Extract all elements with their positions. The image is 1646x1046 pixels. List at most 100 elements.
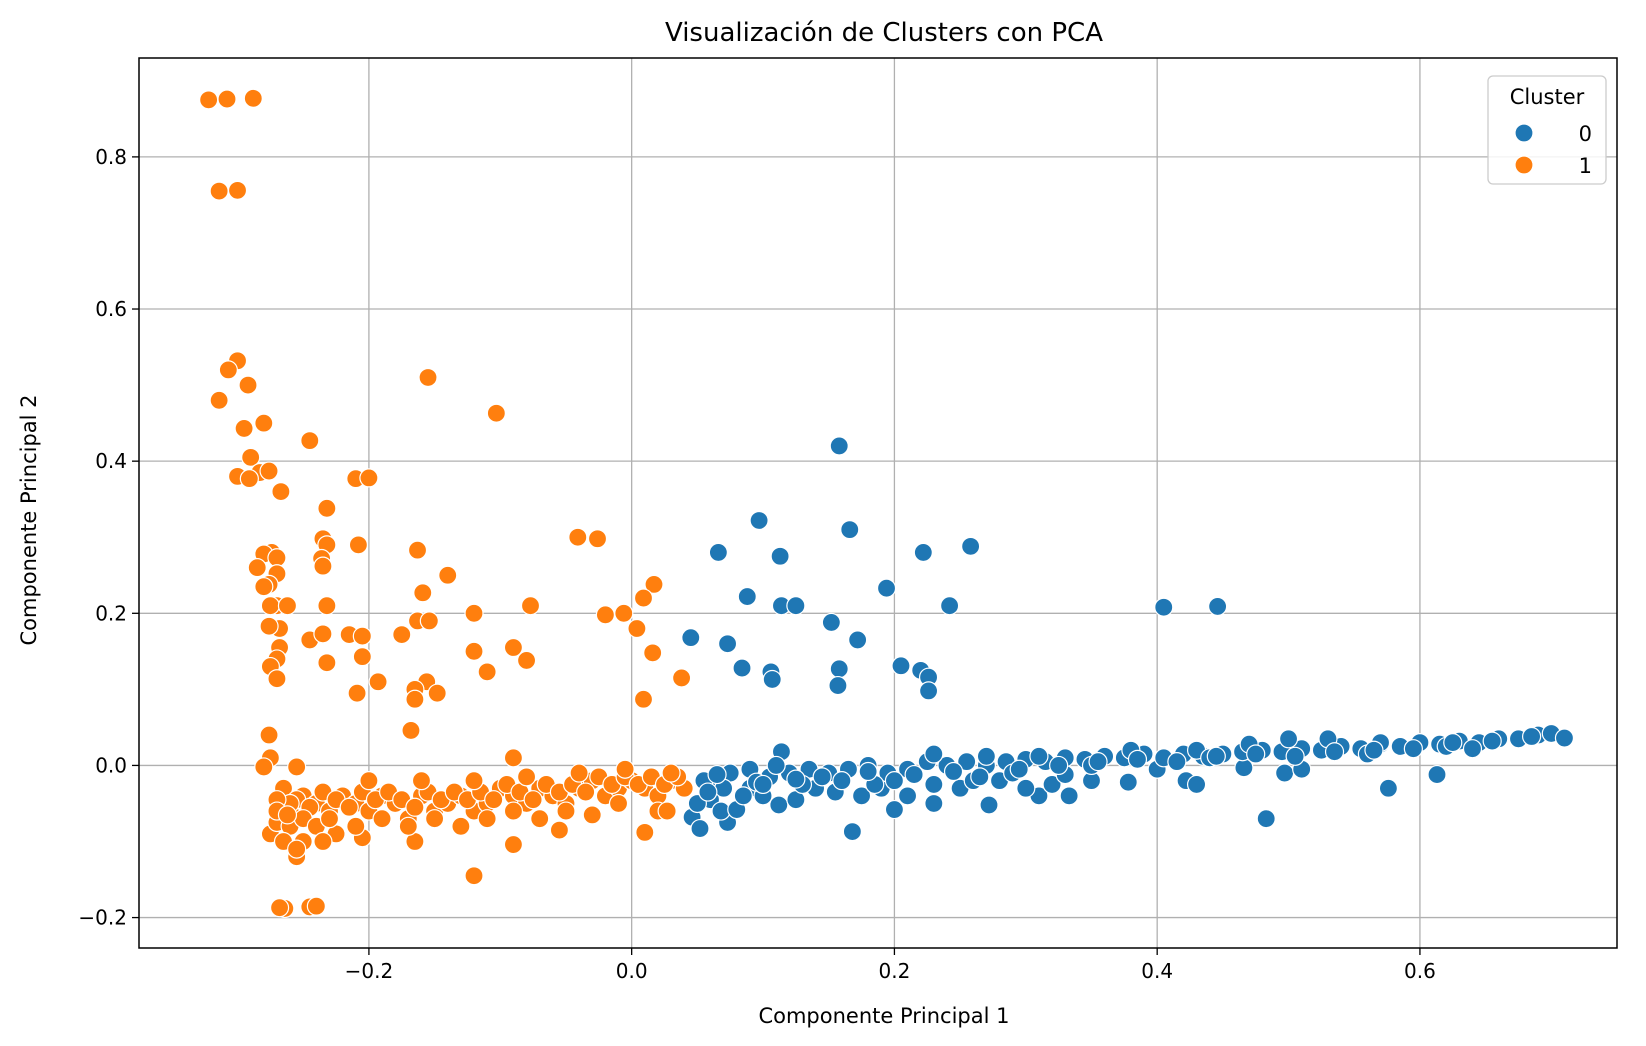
y-tick-label: 0.2 [95,601,127,625]
data-point [633,689,654,709]
data-point [503,834,524,855]
series-0 [681,436,1575,842]
data-point [924,744,944,764]
data-point [464,641,484,661]
x-axis-label: Componente Principal 1 [758,1004,1009,1028]
data-point [848,630,868,650]
data-point [576,782,596,802]
data-point [352,626,372,646]
data-point [829,659,849,679]
data-point [918,681,939,701]
data-point [287,839,307,859]
data-point [427,683,447,703]
data-point [556,801,576,821]
data-point [661,763,681,783]
data-point [260,596,280,616]
data-point [411,771,432,791]
data-point [627,618,647,639]
data-point [438,565,458,585]
data-point [300,431,320,451]
data-point [976,746,996,766]
data-point [346,816,366,836]
data-point [1378,778,1399,798]
data-point [733,786,753,806]
data-point [961,536,981,556]
data-point [644,574,664,594]
data-point [317,653,337,673]
data-point [698,782,718,802]
legend-label: 0 [1579,122,1592,146]
data-point [267,669,287,689]
data-point [1049,755,1069,776]
data-point [484,790,504,810]
y-axis-ticks: −0.2 0.0 0.2 0.4 0.6 0.8 [78,145,139,930]
data-point [1522,726,1542,747]
data-point [595,605,615,625]
data-point [924,774,944,795]
data-point [549,820,570,840]
data-point [1167,752,1187,772]
data-point [970,767,990,787]
legend-title: Cluster [1510,85,1585,109]
data-point [254,577,274,597]
data-point [832,771,852,791]
data-point [582,805,602,825]
data-point [1016,778,1036,798]
data-point [347,683,367,703]
data-point [413,583,433,603]
data-point [419,611,439,631]
data-point [1275,763,1295,783]
x-axis-ticks: −0.2 0.0 0.2 0.4 0.6 [345,948,1436,983]
data-point [1029,746,1049,766]
data-point [313,624,333,644]
data-point [897,786,918,806]
data-point [884,771,905,791]
data-point [635,822,655,842]
data-point [690,818,710,839]
data-point [405,797,425,817]
data-point [1154,597,1174,617]
data-point [477,662,497,682]
data-point [1427,764,1447,785]
y-tick-label: 0.8 [95,145,127,169]
legend-marker [1514,155,1534,175]
data-point [1118,772,1138,792]
data-point [464,866,484,886]
data-point [842,822,862,842]
data-point [407,540,428,560]
data-point [1364,740,1384,760]
data-point [287,757,307,777]
data-point [241,447,261,467]
data-point [1042,774,1062,795]
data-point [717,634,738,654]
data-point [1278,729,1299,749]
data-point [486,403,506,423]
data-point [943,761,964,782]
data-point [1246,744,1266,764]
data-point [319,809,340,829]
data-point [1009,759,1029,779]
x-tick-label: 0.6 [1404,959,1436,983]
data-point [1443,733,1463,753]
data-point [359,468,379,488]
data-point [401,720,421,741]
data-point [372,809,392,829]
data-point [464,603,484,623]
x-tick-label: 0.0 [616,959,648,983]
data-point [851,786,872,806]
y-axis-label: Componente Principal 2 [17,394,41,645]
data-point [633,588,654,608]
data-point [352,647,372,667]
data-point [732,658,752,678]
data-point [615,759,635,779]
data-point [398,816,418,836]
y-tick-label: 0.4 [95,449,127,473]
data-point [405,689,425,709]
data-point [769,795,789,815]
legend-marker [1514,123,1534,143]
data-point [708,542,728,563]
data-point [891,656,911,676]
data-point [269,898,290,918]
data-point [1554,728,1575,748]
